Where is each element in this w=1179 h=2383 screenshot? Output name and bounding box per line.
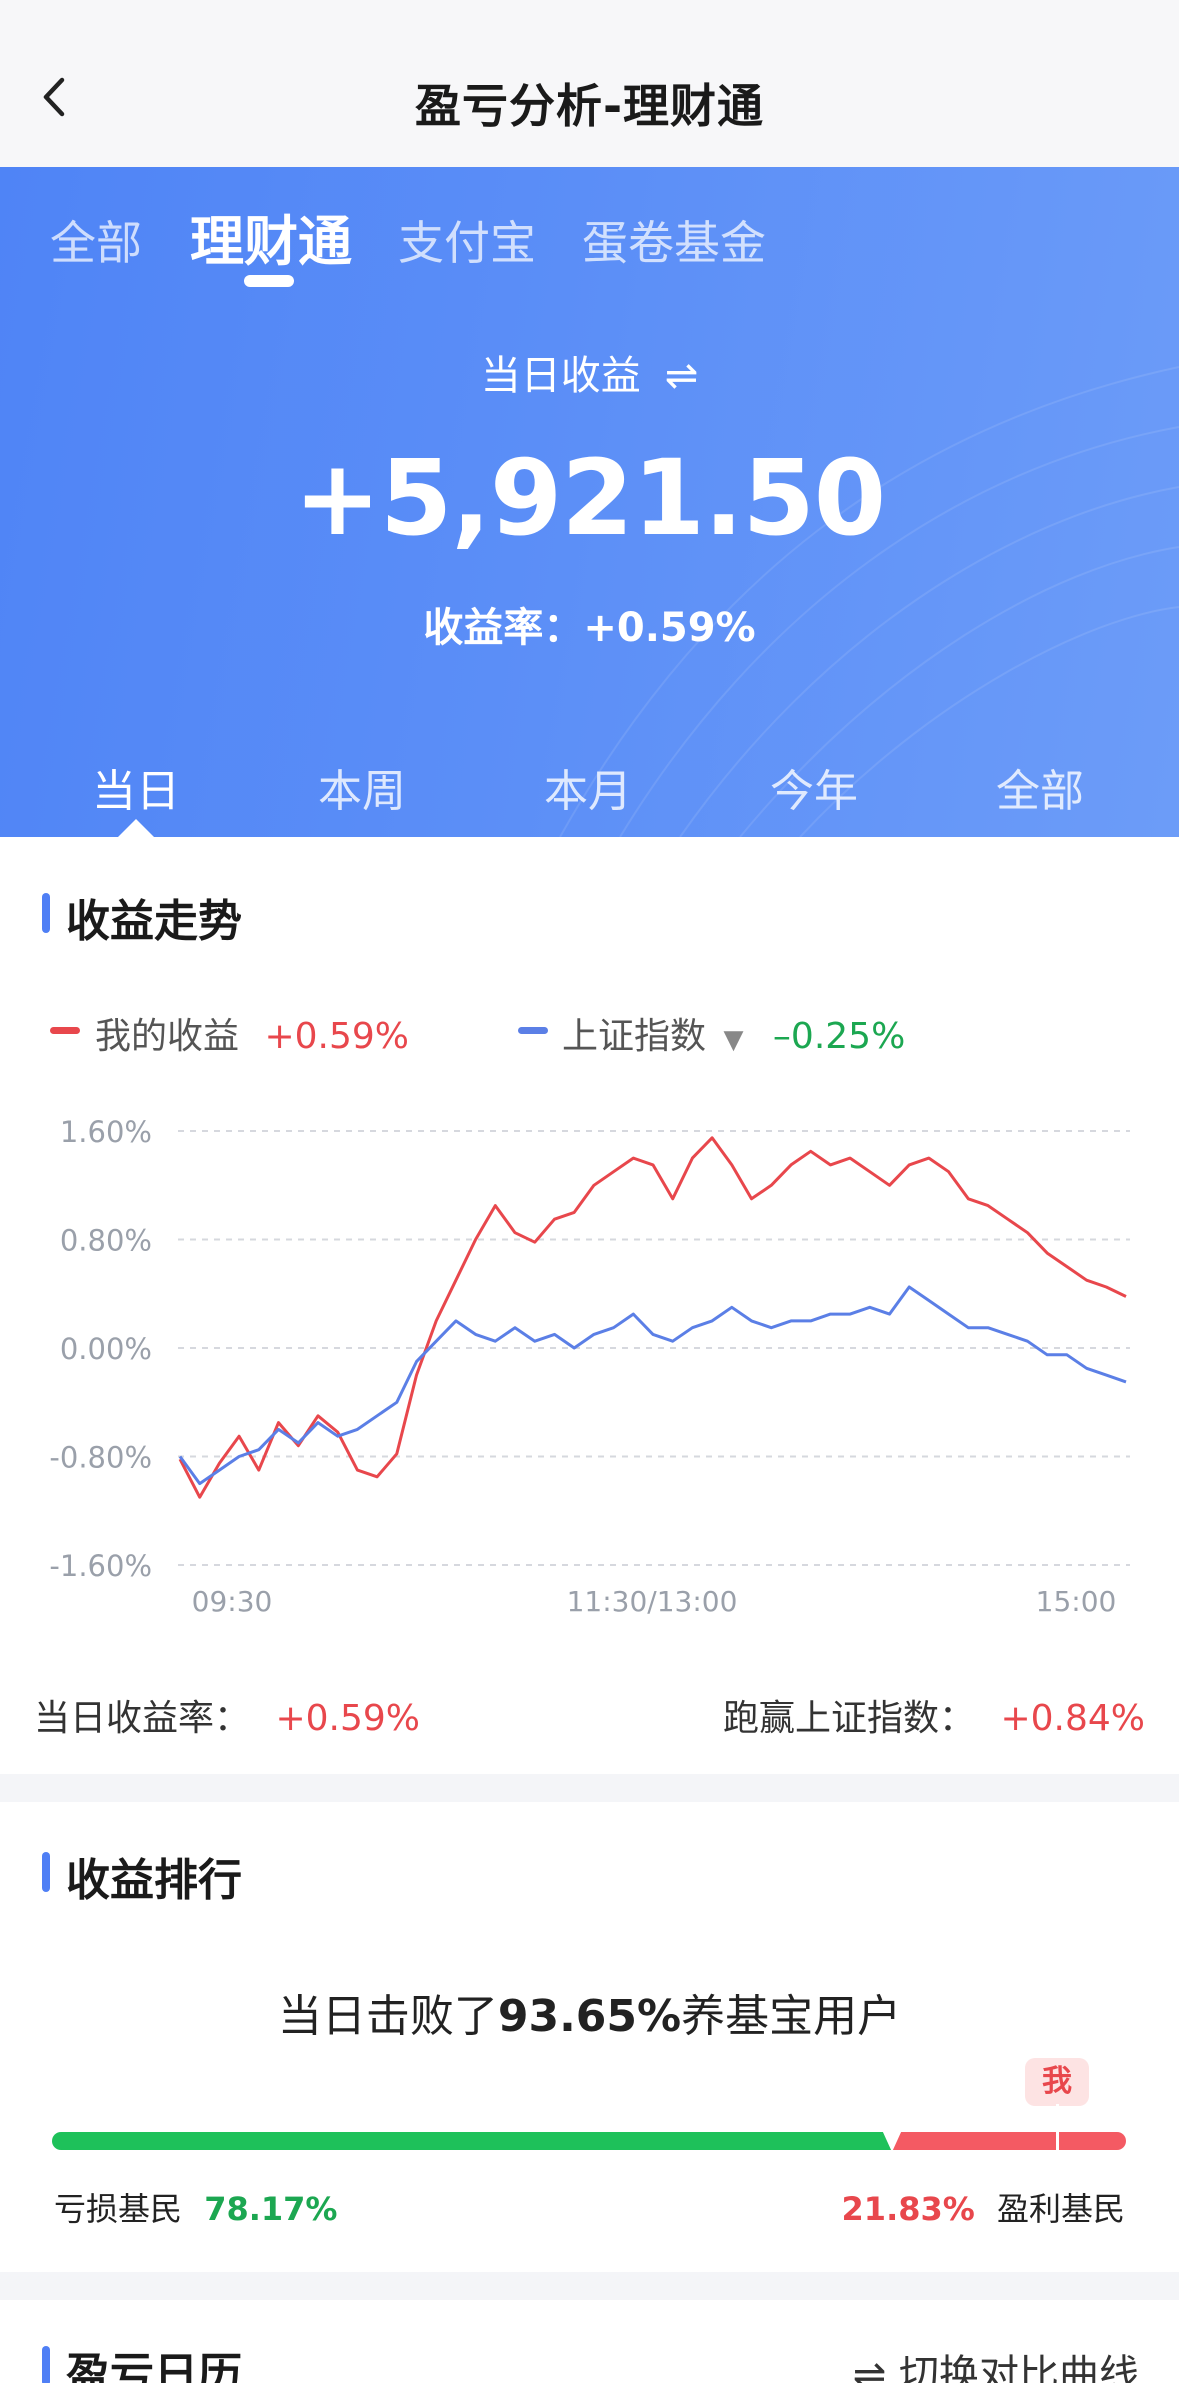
period-month[interactable]: 本月 [544,766,632,817]
loss-label: 亏损基民 78.17% [54,2184,337,2230]
legend-index-value: –0.25% [772,1016,906,1057]
x-tick-label: 11:30/13:00 [567,1585,738,1618]
legend-index[interactable]: 上证指数 ▼ –0.25% [562,1007,905,1059]
earnings-line-chart: 1.60% 0.80% 0.00% -0.80% -1.60% 09:30 11:30/13… [49,1115,1130,1618]
stat-beat-index-label: 跑赢上证指数： [723,1698,976,1739]
section-title-trend: 收益走势 [42,885,242,949]
profit-pct: 21.83% [841,2190,975,2228]
swap-icon[interactable]: ⇌ [664,353,699,399]
legend-mine-swatch [50,1027,80,1034]
section-title-calendar: 盈亏日历 [42,2338,242,2383]
back-arrow-icon[interactable] [36,74,72,120]
tab-alipay[interactable]: 支付宝 [398,216,536,270]
series-line-my-earnings [178,1136,1127,1499]
tab-danjuan[interactable]: 蛋卷基金 [582,216,766,270]
active-tab-indicator [244,275,294,287]
legend-mine: 我的收益 +0.59% [95,1007,409,1059]
summary-header: 全部 理财通 支付宝 蛋卷基金 当日收益 ⇌ +5,921.50 收益率：+0.5… [0,167,1179,837]
stat-daily-rate-label: 当日收益率： [34,1698,251,1739]
profit-label-text: 盈利基民 [996,2190,1125,2228]
legend-index-label: 上证指数 [562,1016,707,1057]
ranking-text-pre: 当日击败了 [277,1991,498,2042]
page-title: 盈亏分析-理财通 [414,79,765,133]
y-tick-label: 0.80% [60,1224,152,1258]
pnl-calendar-card: 盈亏日历 ⇌ 切换对比曲线 [0,2300,1179,2383]
loss-pct: 78.17% [204,2190,338,2228]
x-tick-label: 09:30 [192,1585,273,1618]
me-marker-tag: 我 [1025,2058,1089,2106]
earnings-ranking-card: 收益排行 当日击败了93.65%养基宝用户 我 亏损基民 78.17% 21.8… [0,1802,1179,2272]
yield-rate-label: 收益率： [423,605,584,651]
series-line-shanghai-index [178,1285,1127,1486]
tab-all[interactable]: 全部 [50,216,142,270]
nav-bar: 盈亏分析-理财通 [0,0,1179,167]
legend-index-swatch [518,1027,548,1034]
daily-earnings-label: 当日收益 ⇌ [0,343,1179,401]
platform-tabs: 全部 理财通 支付宝 蛋卷基金 [0,167,1179,307]
yield-rate: 收益率：+0.59% [0,595,1179,653]
period-week[interactable]: 本周 [318,766,406,817]
ranking-percentile: 93.65% [497,1991,682,2042]
period-year[interactable]: 今年 [770,766,858,817]
ranking-text-post: 养基宝用户 [681,1991,902,2042]
background-wave-decoration [559,366,1179,837]
earnings-label-text: 当日收益 [480,353,641,399]
y-tick-label: -0.80% [49,1441,152,1475]
tab-licaitong[interactable]: 理财通 [190,210,352,273]
daily-earnings-value: +5,921.50 [293,437,886,559]
y-tick-label: 1.60% [60,1115,152,1149]
y-tick-label: 0.00% [60,1332,152,1366]
profit-share-bar [892,2132,1126,2150]
x-tick-label: 15:00 [1036,1585,1117,1618]
yield-rate-value: +0.59% [583,605,756,651]
ranking-summary: 当日击败了93.65%养基宝用户 [0,1980,1179,2044]
period-today[interactable]: 当日 [92,766,180,817]
me-marker-line [1056,2104,1059,2150]
active-period-caret [118,819,154,837]
switch-curve-button[interactable]: ⇌ 切换对比曲线 [852,2352,1139,2383]
stat-beat-index-value: +0.84% [1000,1698,1145,1739]
loss-label-text: 亏损基民 [54,2190,183,2228]
stat-beat-index: 跑赢上证指数： +0.84% [723,1689,1145,1741]
bar-divider [882,2130,902,2152]
earnings-trend-card: 收益走势 我的收益 +0.59% 上证指数 ▼ –0.25% 1.60% 0.80… [0,837,1179,1774]
profit-label: 21.83% 盈利基民 [842,2184,1125,2230]
loss-share-bar [52,2132,892,2150]
legend-mine-value: +0.59% [264,1016,409,1057]
legend-mine-label: 我的收益 [95,1016,240,1057]
section-title-ranking: 收益排行 [42,1844,242,1908]
stat-daily-rate-value: +0.59% [275,1698,420,1739]
dropdown-caret-icon[interactable]: ▼ [723,1025,744,1055]
stat-daily-rate: 当日收益率： +0.59% [34,1689,420,1741]
period-all[interactable]: 全部 [996,766,1084,817]
y-tick-label: -1.60% [49,1549,152,1583]
